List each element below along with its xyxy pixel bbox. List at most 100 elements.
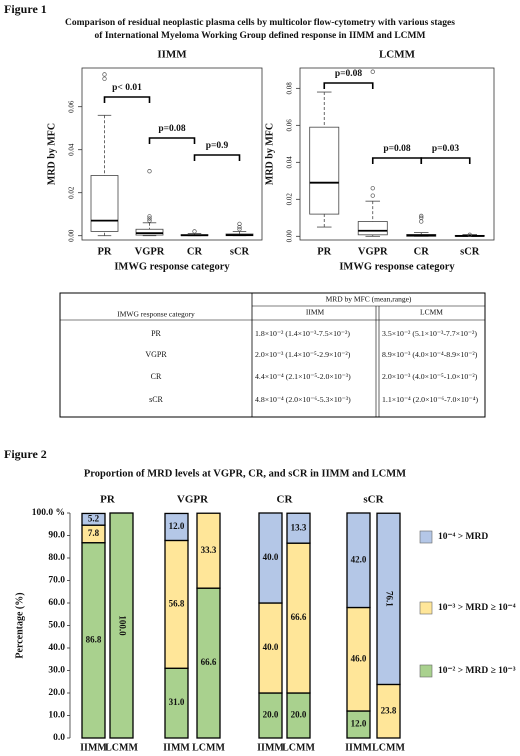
outlier — [102, 72, 107, 77]
table-cell: 4.4×10⁻⁴ (2.1×10⁻⁵-2.0×10⁻³) — [255, 372, 351, 381]
bar-segment — [346, 512, 371, 609]
y-tick-label: 0.08 — [286, 82, 294, 95]
outlier — [147, 218, 152, 223]
y-axis-label: MRD by MFC — [264, 123, 275, 185]
x-axis-label: IMWG response category — [339, 261, 455, 272]
figure-title: Comparison of residual neoplastic plasma… — [65, 18, 455, 28]
legend-label: 10⁻² > MRD ≥ 10⁻³ — [438, 666, 516, 676]
value-label: 12.0 — [169, 521, 185, 531]
legend-swatch — [419, 530, 433, 544]
significance-bracket — [420, 157, 471, 164]
x-tick-label: IIMM — [80, 742, 107, 753]
y-tick-label: 0.02 — [286, 193, 294, 206]
table-header: LCMM — [420, 308, 443, 317]
y-tick-label: 100.0 % — [32, 508, 65, 518]
table-header: IIMM — [306, 308, 325, 317]
figure-title: of International Myeloma Working Group d… — [95, 31, 426, 41]
x-tick-label: PR — [98, 246, 112, 257]
table-cell: 4.8×10⁻⁴ (2.0×10⁻⁶-5.3×10⁻³) — [255, 395, 351, 404]
value-label: 20.0 — [291, 710, 307, 720]
chart-title: Proportion of MRD levels at VGPR, CR, an… — [84, 468, 406, 479]
y-tick-label: 0.06 — [68, 100, 76, 113]
legend-label: 10⁻³ > MRD ≥ 10⁻⁴ — [438, 603, 516, 613]
value-label: 5.2 — [88, 513, 100, 523]
table-header: MRD by MFC (mean,range) — [326, 295, 412, 304]
table-header: IMWG response category — [117, 310, 195, 319]
y-tick-label: 0.02 — [68, 186, 76, 199]
value-label: 31.0 — [169, 697, 185, 707]
value-label: 40.0 — [263, 642, 279, 652]
outlier — [419, 219, 424, 224]
table-cell: sCR — [149, 395, 163, 404]
value-label: 33.3 — [201, 545, 217, 555]
value-label: 66.6 — [291, 612, 307, 622]
outlier — [102, 76, 107, 81]
legend-swatch — [419, 601, 433, 615]
p-value: p=0.03 — [432, 144, 460, 154]
x-tick-label: CR — [187, 246, 203, 257]
group-label: CR — [277, 494, 294, 506]
value-label: 23.8 — [381, 705, 397, 715]
x-tick-label: CR — [414, 246, 430, 257]
y-tick-label: 0.06 — [286, 119, 294, 132]
bar-segment — [164, 512, 189, 542]
x-tick-label: sCR — [460, 246, 480, 257]
value-label: 40.0 — [263, 552, 279, 562]
value-label: 86.8 — [86, 634, 102, 644]
y-tick-label: 0.04 — [68, 143, 76, 156]
outlier — [237, 227, 242, 232]
box — [309, 126, 340, 215]
group-label: sCR — [363, 494, 384, 506]
outlier — [419, 213, 424, 219]
p-value: p=0.08 — [335, 69, 363, 79]
value-label: 20.0 — [263, 710, 279, 720]
y-tick-label: 20.0 — [48, 688, 65, 698]
significance-bracket — [371, 157, 423, 164]
x-tick-label: LCMM — [105, 742, 138, 753]
value-label: 42.0 — [351, 554, 367, 564]
legend-swatch — [419, 664, 433, 678]
bar-segment — [258, 512, 283, 604]
table-cell: 2.0×10⁻³ (1.4×10⁻⁵-2.9×10⁻²) — [255, 350, 351, 359]
plot-frame — [81, 67, 263, 241]
x-tick-label: LCMM — [282, 742, 315, 753]
y-tick-label: 50.0 — [48, 621, 65, 631]
bar-segment — [286, 512, 311, 544]
x-tick-label: IIMM — [163, 742, 190, 753]
group-label: VGPR — [177, 494, 209, 506]
p-value: p=0.08 — [383, 144, 411, 154]
bar-segment — [81, 512, 106, 526]
significance-bracket — [148, 137, 196, 144]
y-tick-label: 60.0 — [48, 598, 65, 608]
y-tick-label: 0.00 — [68, 229, 76, 242]
value-label: 56.8 — [169, 598, 185, 608]
significance-bracket — [193, 154, 241, 161]
significance-bracket — [103, 96, 151, 103]
p-value: p=0.9 — [206, 141, 229, 151]
table-cell: 3.5×10⁻² (5.1×10⁻³-7.7×10⁻²) — [382, 329, 477, 338]
x-tick-label: IIMM — [257, 742, 284, 753]
y-tick-label: 30.0 — [48, 666, 65, 676]
y-tick-label: 70.0 — [48, 576, 65, 586]
x-tick-label: PR — [317, 246, 331, 257]
plot-frame — [299, 67, 495, 241]
y-tick-label: 0.00 — [286, 230, 294, 243]
p-value: p=0.08 — [158, 124, 186, 134]
table-cell: 2.0×10⁻³ (4.0×10⁻⁵-1.0×10⁻²) — [382, 372, 478, 381]
x-tick-label: sCR — [230, 246, 250, 257]
table-cell: 8.9×10⁻³ (4.0×10⁻⁴-8.9×10⁻²) — [382, 350, 478, 359]
x-tick-label: VGPR — [358, 246, 388, 257]
y-axis-label: Percentage (%) — [14, 592, 25, 658]
table-cell: 1.8×10⁻² (1.4×10⁻³-7.5×10⁻²) — [255, 329, 350, 338]
y-tick-label: 10.0 — [48, 711, 65, 721]
value-label: 76.1 — [384, 591, 394, 607]
table-cell: CR — [151, 372, 162, 381]
outlier — [370, 69, 375, 74]
outlier — [419, 215, 424, 220]
outlier — [237, 221, 242, 227]
value-label: 12.0 — [351, 719, 367, 729]
y-tick-label: 80.0 — [48, 553, 65, 563]
x-tick-label: LCMM — [372, 742, 405, 753]
x-tick-label: IIMM — [345, 742, 372, 753]
box — [135, 228, 164, 236]
